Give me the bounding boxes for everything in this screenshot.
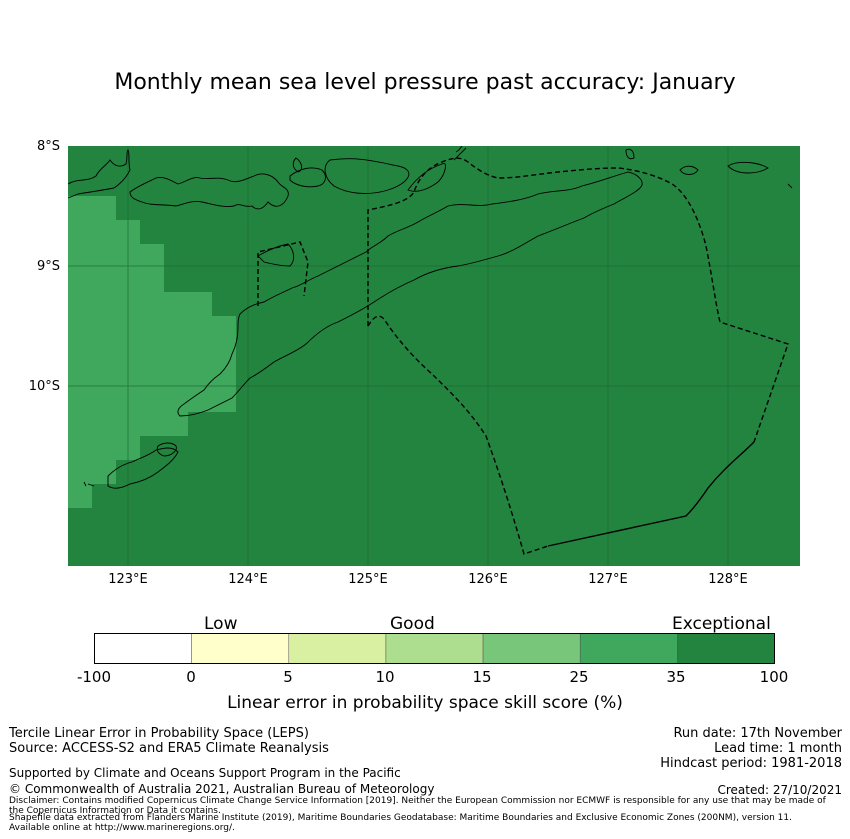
footer-hindcast-period: Hindcast period: 1981-2018 [660, 756, 842, 771]
lon-label-126e: 126°E [468, 572, 508, 587]
footer-method: Tercile Linear Error in Probability Spac… [9, 726, 309, 741]
colorbar-tick: 25 [569, 668, 589, 686]
colorbar-segment-2 [288, 633, 387, 664]
eez-boundary-solid [547, 441, 755, 547]
lat-label-10s: 10°S [28, 379, 60, 394]
footer-disclaimer-line1: Disclaimer: Contains modified Copernicus… [9, 796, 826, 806]
page-title: Monthly mean sea level pressure past acc… [114, 70, 736, 95]
colorbar-segment-1 [191, 633, 290, 664]
footer-source: Source: ACCESS-S2 and ERA5 Climate Reana… [9, 741, 329, 756]
colorbar-tick: 5 [283, 668, 293, 686]
colorbar [94, 633, 775, 664]
lon-label-124e: 124°E [228, 572, 268, 587]
footer-shapefile-line2: Available online at http://www.marinereg… [9, 823, 235, 833]
colorbar-tick: -100 [76, 668, 112, 686]
colorbar-label: Linear error in probability space skill … [227, 693, 623, 713]
colorbar-segment-5 [579, 633, 678, 664]
colorbar-frame [94, 633, 775, 664]
lon-label-123e: 123°E [108, 572, 148, 587]
colorbar-tick: 100 [759, 668, 789, 686]
footer-created: Created: 27/10/2021 [717, 783, 842, 797]
footer-lead-time: Lead time: 1 month [714, 741, 842, 756]
colorbar-segment-3 [385, 633, 484, 664]
eez-boundary-dashed [257, 157, 789, 555]
lat-label-8s: 8°S [36, 139, 60, 154]
colorbar-category-exceptional: Exceptional [672, 614, 771, 634]
colorbar-segment-4 [482, 633, 581, 664]
lon-label-125e: 125°E [348, 572, 388, 587]
footer-copyright: © Commonwealth of Australia 2021, Austra… [9, 782, 435, 796]
colorbar-tick: 10 [375, 668, 395, 686]
colorbar-segment-0 [94, 633, 192, 664]
footer-support: Supported by Climate and Oceans Support … [9, 766, 401, 780]
colorbar-tick: 35 [666, 668, 686, 686]
lat-label-9s: 9°S [36, 259, 60, 274]
footer-run-date: Run date: 17th November [673, 726, 842, 741]
colorbar-tick: 15 [472, 668, 492, 686]
very-good-region [68, 196, 236, 508]
footer-disclaimer-line2: the Copernicus Information or Data it co… [9, 806, 221, 816]
lon-label-128e: 128°E [708, 572, 748, 587]
lon-label-127e: 127°E [588, 572, 628, 587]
colorbar-tick: 0 [186, 668, 196, 686]
colorbar-category-low: Low [204, 614, 238, 634]
skill-map [68, 146, 800, 566]
gridlines [68, 146, 800, 566]
coastlines [68, 146, 793, 489]
colorbar-category-good: Good [390, 614, 435, 634]
colorbar-segment-6 [677, 633, 775, 664]
footer-shapefile-line1: Shapefile data extracted from Flanders M… [9, 813, 792, 823]
